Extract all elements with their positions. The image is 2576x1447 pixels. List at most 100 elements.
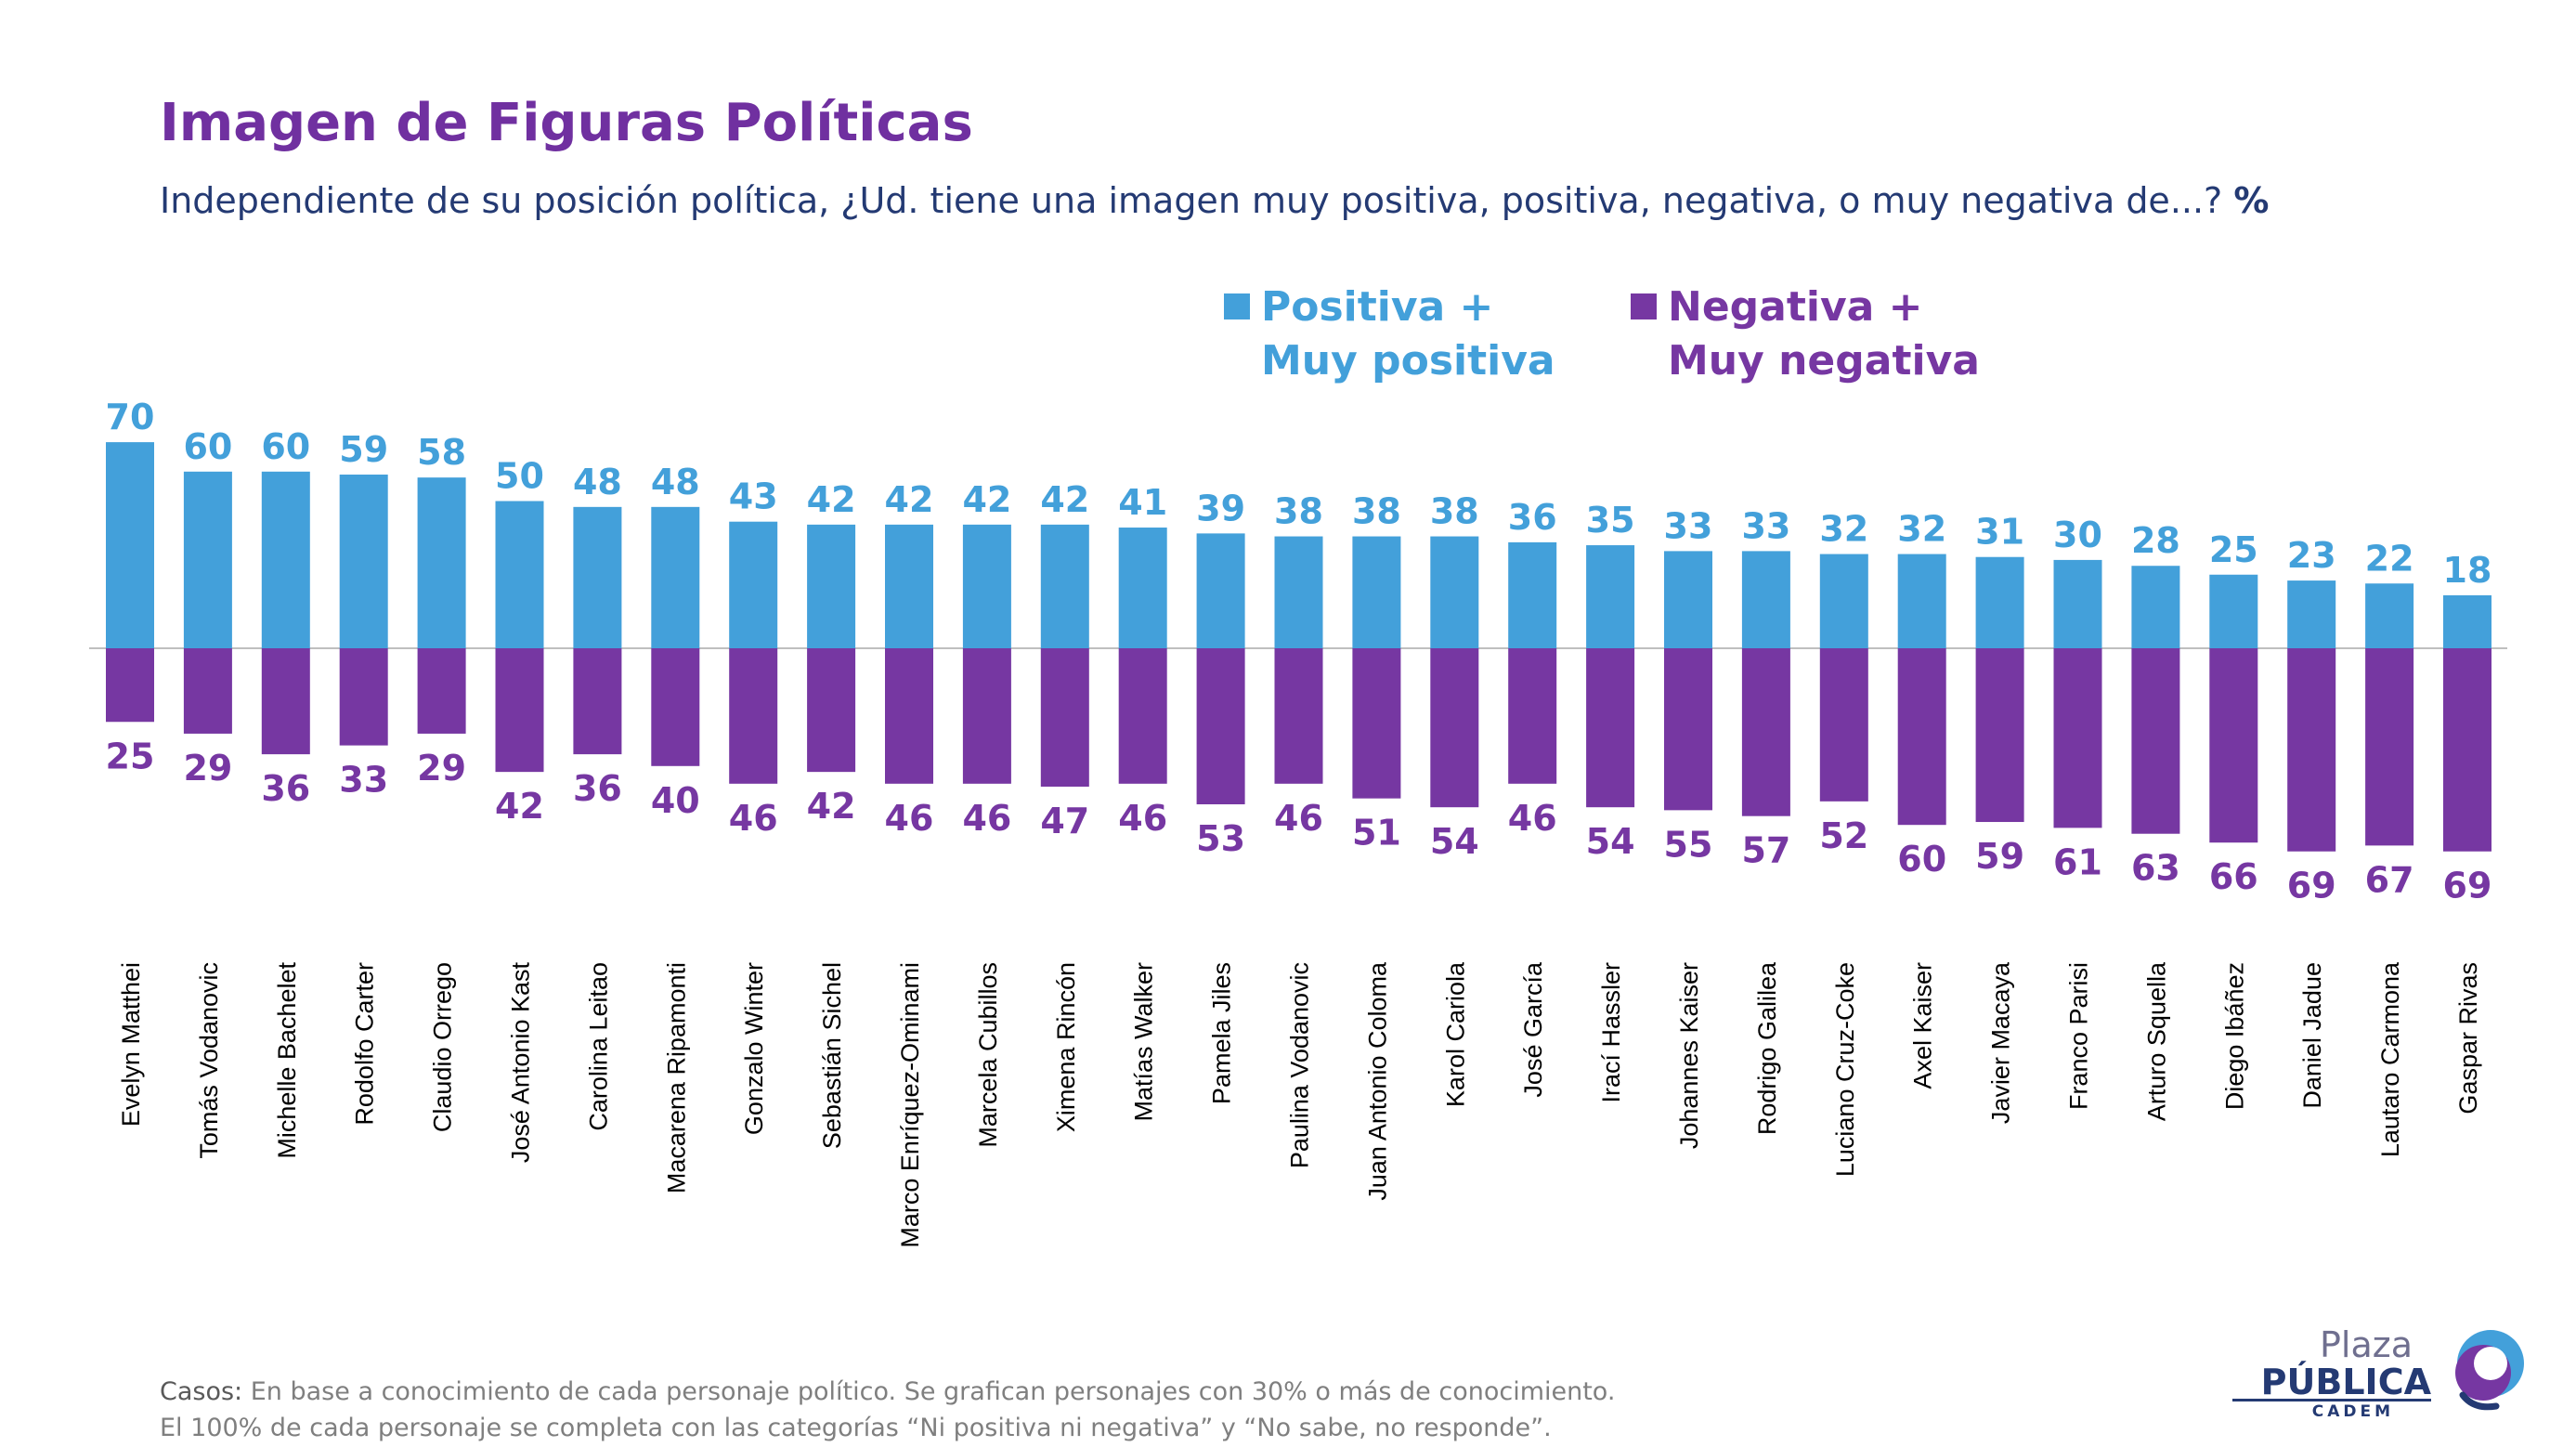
bar-negative [1274,648,1323,784]
bar-positive [2131,566,2180,648]
data-label-negative: 42 [807,786,856,827]
bar-positive [1897,554,1946,648]
data-label-positive: 33 [1741,505,1790,546]
bar-negative [1508,648,1557,784]
bar-positive [183,471,232,648]
data-label-positive: 43 [729,476,778,517]
category-label: Irací Hassler [1597,962,1625,1103]
bar-negative [651,648,700,766]
data-label-negative: 67 [2365,859,2414,900]
data-label-positive: 42 [1040,479,1089,520]
category-label: Ximena Rincón [1052,962,1080,1132]
bar-negative [106,648,154,723]
data-label-positive: 38 [1352,491,1401,532]
bar-positive [1430,536,1479,648]
footnote-cases-lead: Casos: [160,1377,243,1406]
plaza-publica-cadem-logo: Plaza PÚBLICA CADEM [2232,1317,2531,1428]
category-label: Johannes Kaiser [1675,962,1703,1149]
data-label-negative: 52 [1819,815,1868,856]
bar-positive [1586,545,1635,648]
subtitle-text: Independiente de su posición política, ¿… [160,180,2223,221]
bar-positive [651,506,700,648]
legend-negative: Negativa + Muy negativa [1631,280,1980,388]
data-label-positive: 48 [573,462,622,502]
bar-positive [2287,580,2336,648]
data-label-negative: 46 [729,798,778,839]
data-label-negative: 47 [1040,801,1089,841]
subtitle-unit: % [2233,180,2270,221]
data-label-positive: 39 [1196,488,1245,528]
data-label-positive: 38 [1274,491,1323,532]
category-label: Rodolfo Carter [351,962,379,1126]
bar-negative [2287,648,2336,852]
bar-positive [1040,524,1089,648]
category-label: Rodrigo Galilea [1753,961,1781,1135]
data-label-negative: 69 [2443,866,2492,906]
legend-negative-label: Negativa + Muy negativa [1668,283,1980,385]
bar-positive [1196,533,1245,648]
category-label: Lautaro Carmona [2376,961,2404,1157]
data-label-negative: 36 [573,768,622,809]
data-label-negative: 55 [1664,824,1713,865]
category-label: Tomás Vodanovic [195,962,223,1159]
legend-positive-label: Positiva + Muy positiva [1261,283,1555,385]
data-label-negative: 42 [495,786,544,827]
data-label-positive: 33 [1664,505,1713,546]
bar-negative [573,648,622,755]
data-label-positive: 32 [1897,509,1946,550]
data-label-positive: 60 [183,426,232,467]
category-label: Marcela Cubillos [974,962,1002,1148]
category-label: Sebastián Sichel [818,962,846,1149]
data-label-positive: 22 [2365,538,2414,579]
data-label-negative: 33 [339,760,388,801]
bar-negative [807,648,856,773]
data-label-negative: 61 [2053,841,2102,882]
logo-publica-text: PÚBLICA [2260,1362,2431,1402]
data-label-negative: 51 [1352,813,1401,854]
data-label-negative: 46 [1274,798,1323,839]
data-label-negative: 46 [1508,798,1557,839]
data-label-negative: 46 [962,798,1011,839]
category-label: Arturo Squella [2142,961,2170,1121]
category-label: Juan Antonio Coloma [1363,961,1391,1201]
bar-positive [962,524,1011,648]
bar-positive [807,524,856,648]
data-label-negative: 69 [2287,866,2336,906]
bar-negative [339,648,388,746]
category-label: Franco Parisi [2065,962,2093,1110]
category-label: Pamela Jiles [1208,962,1236,1104]
bar-positive [417,477,466,648]
data-label-negative: 25 [106,736,155,776]
data-label-positive: 25 [2209,529,2258,570]
category-label: Carolina Leitao [584,962,612,1131]
category-label: Daniel Jadue [2298,962,2326,1109]
data-label-positive: 42 [885,479,934,520]
data-label-positive: 32 [1819,509,1868,550]
category-label: Paulina Vodanovic [1286,962,1314,1168]
category-label: Javier Macaya [1987,961,2015,1124]
bar-positive [1741,551,1790,648]
category-label: Marco Enríquez-Ominami [896,962,924,1248]
data-label-negative: 54 [1430,821,1479,862]
data-label-negative: 54 [1586,821,1635,862]
data-label-positive: 58 [417,432,466,473]
bar-positive [885,524,933,648]
data-label-positive: 41 [1118,482,1167,523]
category-label: Michelle Bachelet [273,962,301,1159]
data-label-negative: 66 [2209,856,2258,897]
data-label-negative: 40 [651,780,700,821]
data-label-negative: 46 [885,798,934,839]
data-label-positive: 59 [339,429,388,470]
data-label-positive: 42 [807,479,856,520]
bar-negative [2053,648,2102,828]
data-label-negative: 60 [1897,839,1946,880]
bar-positive [2209,574,2258,648]
logo-plaza-text: Plaza [2320,1324,2413,1365]
data-label-positive: 28 [2131,520,2180,561]
category-label: Gonzalo Winter [740,962,768,1135]
bar-negative [1664,648,1712,811]
category-label: Macarena Ripamonti [662,962,690,1193]
bar-positive [339,474,388,648]
footnote-cases-text: En base a conocimiento de cada personaje… [242,1377,1616,1406]
